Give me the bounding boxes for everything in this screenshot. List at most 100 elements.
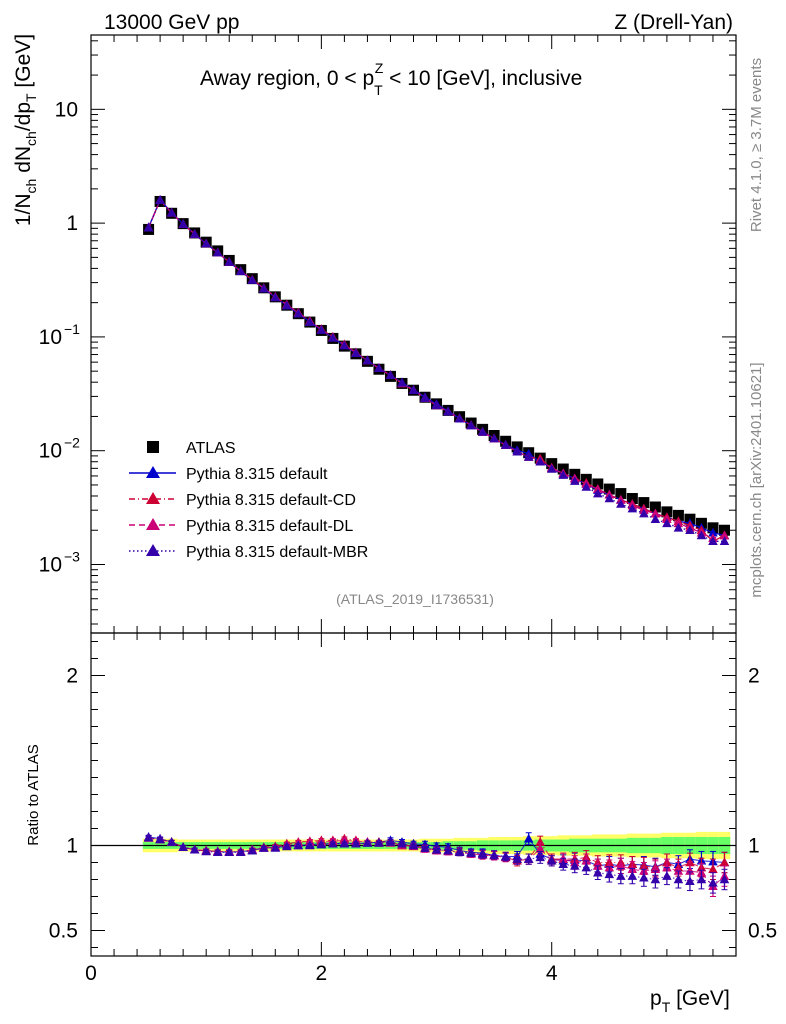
ratio-point [500, 851, 511, 861]
ratio-point [535, 852, 545, 862]
ratio-point [282, 841, 292, 851]
ratio-point [166, 837, 177, 846]
mc-point [374, 363, 384, 373]
main-y-tick-label: 10 [39, 326, 62, 349]
ratio-point [466, 848, 476, 857]
ratio-point [143, 832, 154, 842]
ratio-point [650, 874, 661, 884]
mc-point [719, 536, 730, 546]
ratio-point [270, 843, 281, 852]
ratio-point [604, 869, 615, 879]
main-title: Away region, 0 < pTZ < 10 [GeV], inclusi… [200, 60, 582, 98]
header-right: Z (Drell-Yan) [614, 11, 733, 34]
ylabel-part-4: /dp [12, 102, 35, 131]
ratio-point [224, 847, 234, 857]
ratio-point [477, 849, 488, 858]
ratio-xlabel: pT [GeV] [650, 987, 730, 1015]
mc-point [685, 525, 695, 534]
ratio-point [616, 871, 626, 880]
ratio-x-tick-label: 4 [546, 962, 558, 985]
ratio-point [212, 847, 223, 857]
ratio-y-tick-label-right: 0.5 [748, 920, 777, 943]
mc-point [616, 499, 626, 508]
mc-point [397, 377, 407, 387]
atlas-point [672, 509, 684, 521]
ratio-point [696, 874, 707, 884]
ratio-point [685, 876, 695, 885]
ylabel-part-6: [GeV] [12, 34, 35, 94]
legend-mbr-marker [146, 544, 160, 556]
ratio-point [673, 874, 684, 884]
mc-point [570, 476, 580, 485]
mc-line-3 [148, 199, 725, 539]
mc-point [489, 433, 499, 443]
mc-point [535, 456, 545, 466]
main-y-tick-exponent: −2 [64, 435, 80, 451]
mc-point [523, 452, 534, 461]
ratio-point [178, 842, 188, 851]
mc-line-1 [148, 198, 725, 537]
mc-point [420, 393, 430, 402]
mc-point [316, 325, 327, 334]
mc-point [454, 413, 465, 423]
rivet-label: Rivet 4.1.0, ≥ 3.7M events [748, 58, 765, 232]
ratio-point [616, 860, 626, 870]
ratio-point [362, 837, 373, 847]
mc-point [650, 514, 661, 523]
ylabel-part-1: ch [23, 179, 39, 194]
mc-point [270, 292, 281, 302]
mc-point [673, 518, 684, 528]
ratio-point [397, 838, 407, 848]
ratio-point [305, 840, 315, 850]
title-sub: T [374, 82, 383, 98]
ratio-y-tick-label: 0.5 [49, 920, 78, 943]
atlas-point [615, 488, 627, 500]
ratio-point [581, 862, 592, 872]
legend-dl-label: Pythia 8.315 default-DL [186, 518, 353, 535]
ratio-point [523, 833, 534, 843]
ratio-panel: 0 2 4 2 2 1 1 0.5 0.5 Ratio to ATLAS pT [GeV] [25, 632, 777, 1015]
ratio-point [673, 866, 684, 875]
legend-atlas-label: ATLAS [186, 440, 236, 457]
atlas-point [626, 493, 638, 505]
ratio-point [535, 837, 545, 846]
ylabel-part-2: dN [12, 146, 35, 179]
main-y-tick-exponent: −1 [64, 321, 80, 337]
xlabel-main: p [650, 987, 662, 1010]
mc-point [259, 283, 269, 293]
ratio-point [593, 860, 603, 870]
ratio-point [259, 843, 269, 852]
main-y-tick-label: 1 [66, 212, 78, 235]
mc-point [339, 340, 350, 350]
ratio-point [293, 840, 304, 850]
mc-point [143, 222, 154, 232]
ratio-point [593, 867, 603, 877]
title-sup: Z [375, 60, 384, 76]
ratio-point [662, 862, 672, 872]
ratio-y-tick-label: 1 [66, 835, 78, 858]
ratio-point [454, 847, 465, 857]
ratio-point [581, 855, 592, 865]
mc-point [500, 440, 511, 449]
legend-dl-marker [146, 518, 160, 530]
legend-mbr-label: Pythia 8.315 default-MBR [186, 544, 368, 561]
ratio-point [155, 834, 165, 844]
ratio-point [639, 872, 649, 882]
legend-atlas-marker [147, 441, 159, 453]
mc-point [696, 530, 707, 540]
ratio-point [189, 844, 200, 854]
ratio-ticks: 0 2 4 2 2 1 1 0.5 0.5 [49, 633, 777, 985]
ratio-point [443, 845, 453, 855]
mc-point [708, 527, 718, 537]
ratio-y-tick-label-right: 1 [748, 835, 760, 858]
ratio-ylabel: Ratio to ATLAS [25, 744, 42, 845]
mc-point [224, 257, 234, 266]
mc-point [477, 426, 488, 436]
ratio-point [708, 877, 718, 887]
main-y-tick-exponent: −3 [64, 548, 80, 564]
main-y-tick-label: 10 [39, 553, 62, 576]
ratio-point [708, 864, 718, 874]
mc-point [201, 238, 211, 248]
